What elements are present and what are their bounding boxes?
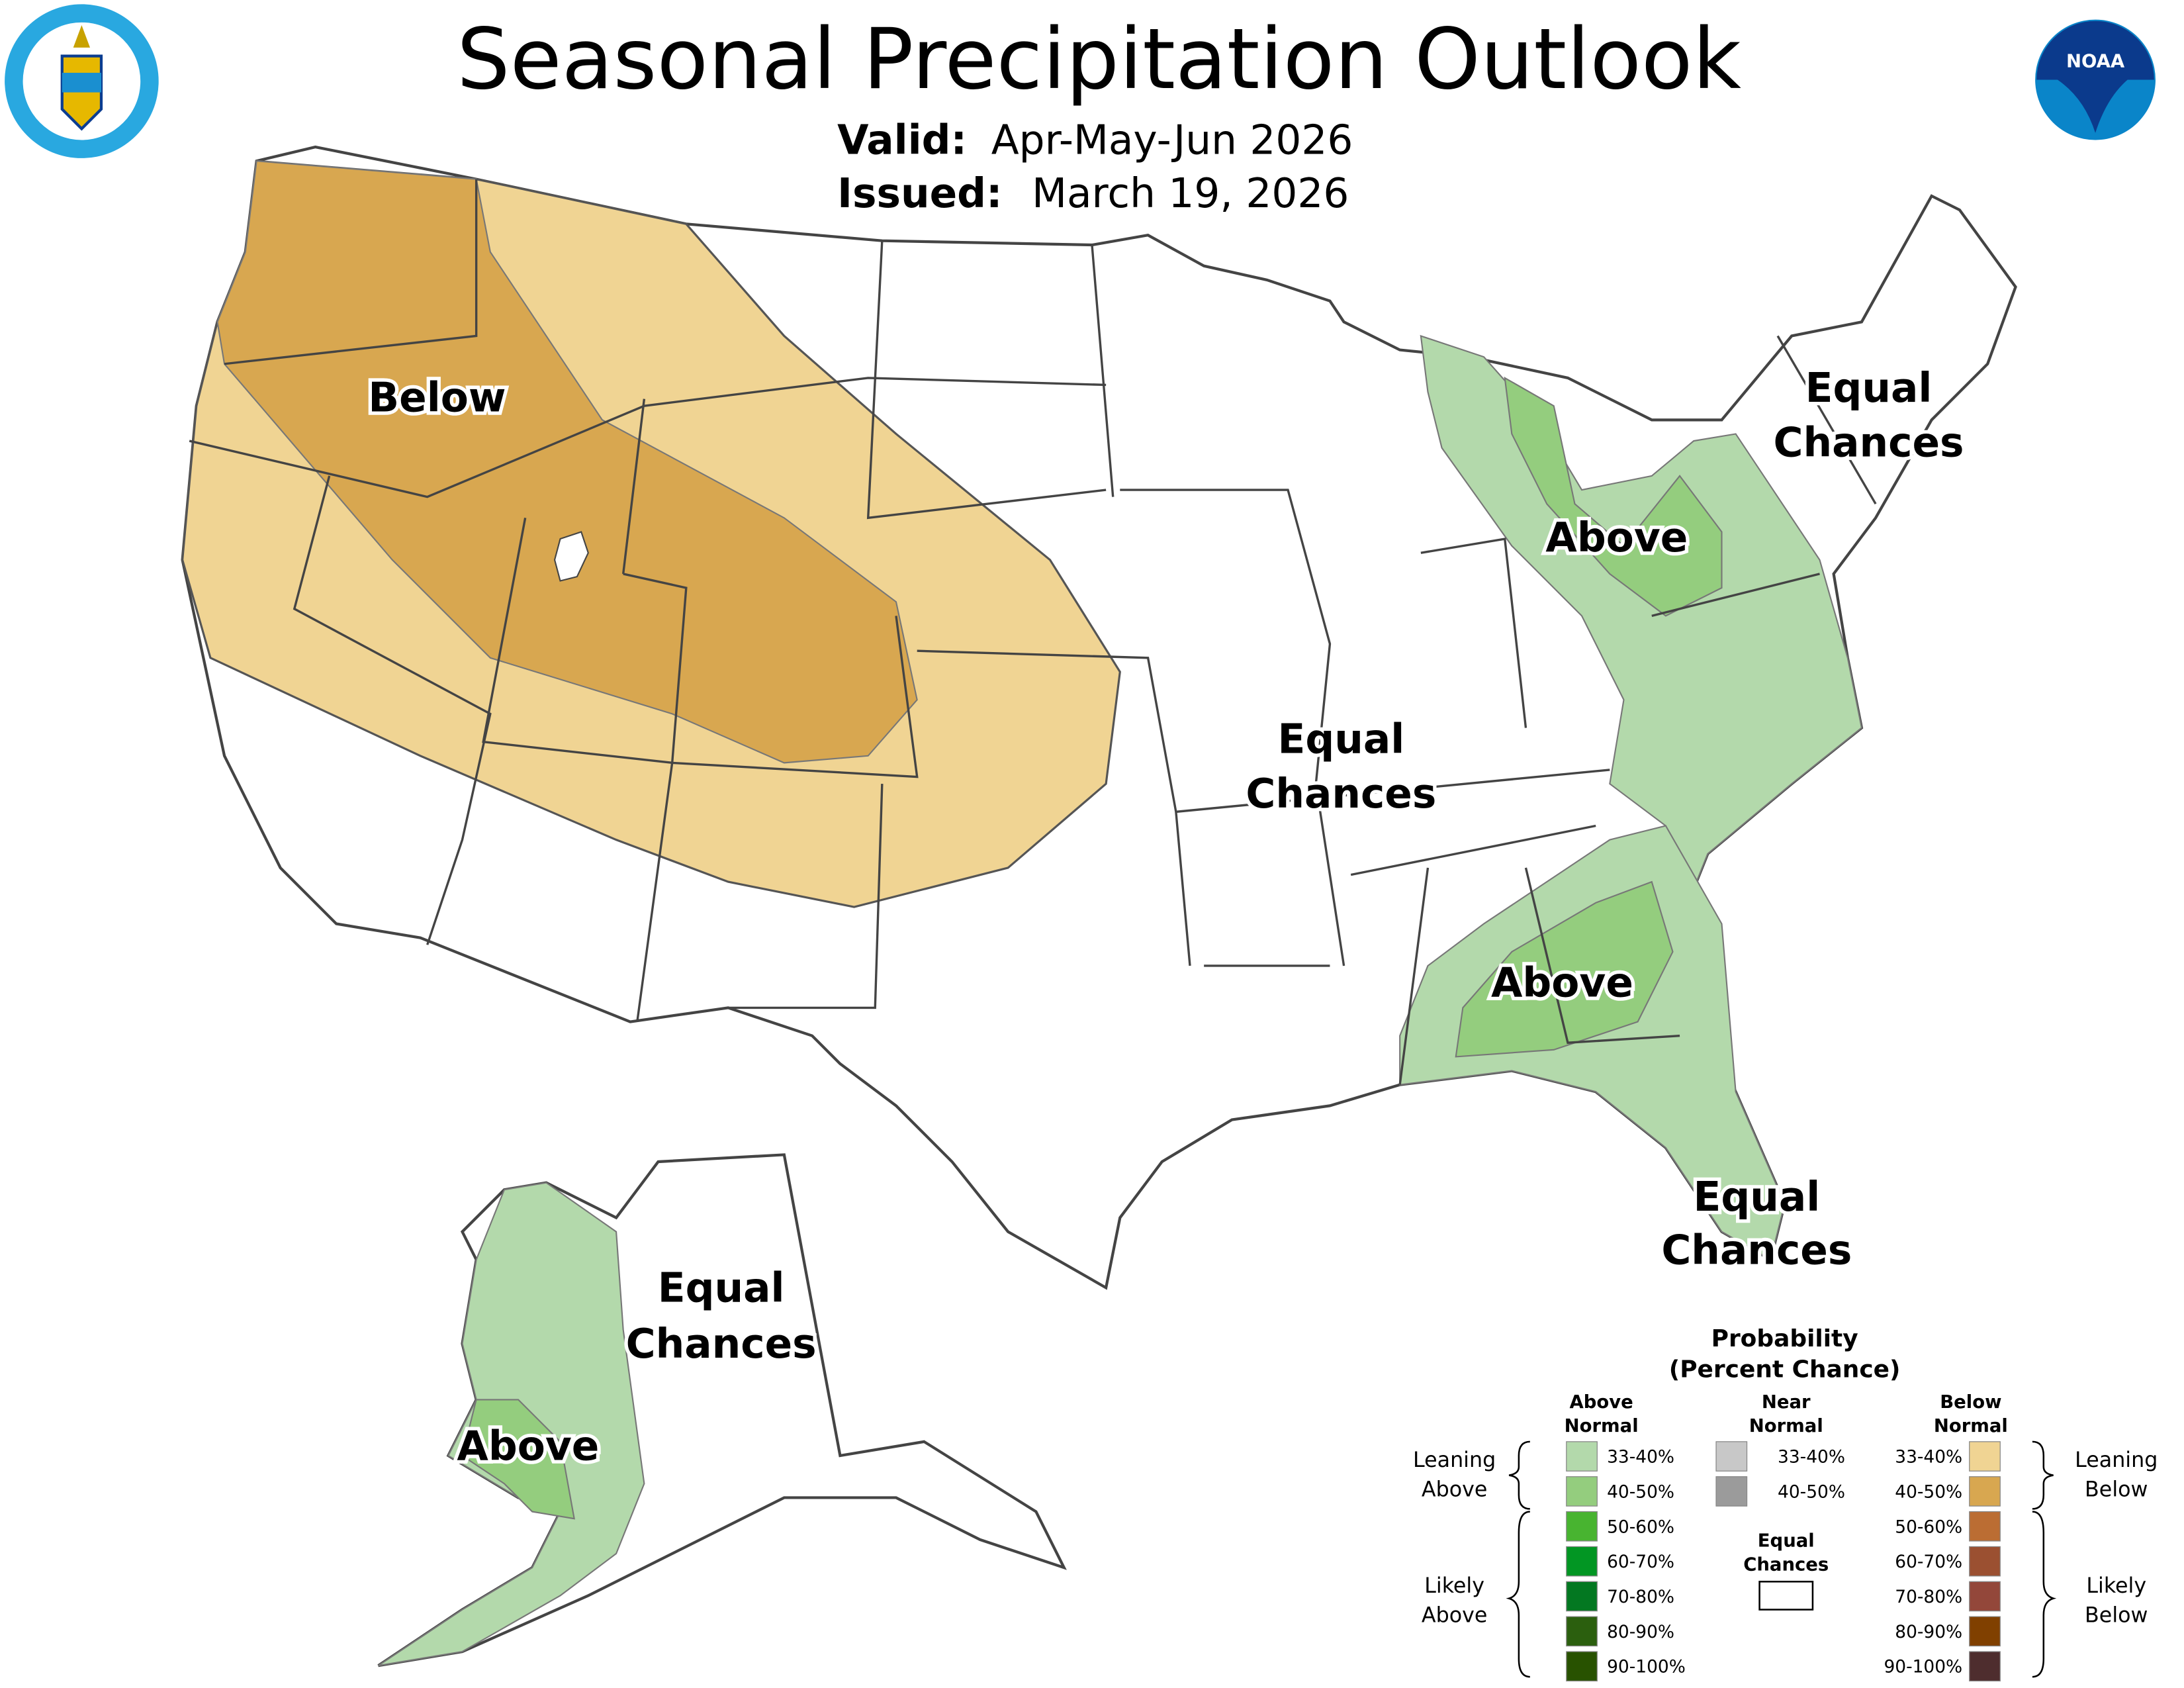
legend-range-below-3: 60-70%: [1895, 1552, 1962, 1572]
label-equal-central-2: Chances: [1246, 771, 1436, 818]
label-equal-alaska-1: Equal: [658, 1264, 785, 1311]
legend-range-below-1: 40-50%: [1895, 1481, 1962, 1502]
legend-range-below-4: 70-80%: [1895, 1587, 1962, 1607]
label-equal-central-1: Equal: [1277, 716, 1404, 763]
legend-swatch-below-5: [1969, 1616, 2001, 1647]
legend-below-header-1: Below: [1940, 1391, 2001, 1413]
legend-above-header-2: Normal: [1565, 1415, 1639, 1436]
legend-equal-2: Chances: [1743, 1554, 1829, 1575]
legend-range-below-0: 33-40%: [1895, 1447, 1962, 1468]
legend-swatch-above-5: [1566, 1616, 1598, 1647]
legend-swatch-near-1: [1715, 1476, 1748, 1507]
label-equal-florida-2: Chances: [1661, 1227, 1852, 1274]
legend-swatch-below-0: [1969, 1441, 2001, 1472]
legend-range-above-6: 90-100%: [1607, 1657, 1686, 1677]
noaa-logo: NOAA: [2035, 19, 2156, 140]
below-40-50-region: [216, 160, 918, 764]
legend-likely-below-2: Below: [2085, 1604, 2148, 1628]
legend-likely-below-1: Likely: [2086, 1574, 2146, 1598]
legend-range-below-6: 90-100%: [1884, 1657, 1962, 1677]
legend-title-1: Probability: [1711, 1325, 1858, 1352]
legend-swatch-near-0: [1715, 1441, 1748, 1472]
legend-range-near-1: 40-50%: [1778, 1481, 1845, 1502]
legend-range-above-5: 80-90%: [1607, 1622, 1674, 1642]
legend-leaning-above-1: Leaning: [1413, 1448, 1496, 1472]
legend-near-header-2: Normal: [1749, 1415, 1823, 1436]
legend-range-above-4: 70-80%: [1607, 1587, 1674, 1607]
valid-label: Valid:: [837, 117, 967, 164]
label-equal-alaska-2: Chances: [626, 1321, 817, 1368]
legend-range-near-0: 33-40%: [1778, 1447, 1845, 1468]
legend-leaning-below-2: Below: [2085, 1477, 2148, 1501]
above-33-40-region-southeast: [1399, 825, 1786, 1261]
legend-equal-1: Equal: [1758, 1530, 1815, 1551]
legend-likely-above-1: Likely: [1424, 1574, 1484, 1598]
above-33-40-region-northeast: [1420, 334, 1863, 925]
legend-range-below-2: 50-60%: [1895, 1517, 1962, 1537]
above-40-50-region-southeast: [1455, 880, 1674, 1058]
commerce-seal-logo: [5, 4, 159, 158]
legend-range-above-1: 40-50%: [1607, 1481, 1674, 1502]
brace-likely-above: [1506, 1511, 1530, 1678]
valid-value: Apr-May-Jun 2026: [991, 117, 1353, 164]
legend-likely-above-2: Above: [1422, 1604, 1487, 1628]
legend-near-header-1: Near: [1762, 1391, 1811, 1413]
legend-title-2: (Percent Chance): [1669, 1356, 1901, 1383]
legend: Probability (Percent Chance) Above Norma…: [1413, 1325, 2158, 1682]
legend-leaning-above-2: Above: [1422, 1477, 1487, 1501]
legend-below-header-2: Normal: [1934, 1415, 2008, 1436]
legend-equal-swatch: [1758, 1581, 1814, 1611]
legend-swatch-above-3: [1566, 1546, 1598, 1577]
issued-value: March 19, 2026: [1032, 170, 1349, 217]
legend-leaning-below-1: Leaning: [2075, 1448, 2158, 1472]
brace-likely-below: [2032, 1511, 2057, 1678]
legend-rows: 33-40% 40-50% 50-60% 60-70% 70-80% 80-90% 90-1…: [1566, 1441, 2001, 1682]
legend-swatch-above-0: [1566, 1441, 1598, 1472]
noaa-logo-text: NOAA: [2066, 50, 2125, 71]
brace-leaning-below: [2032, 1440, 2054, 1510]
legend-range-above-0: 33-40%: [1607, 1447, 1674, 1468]
legend-swatch-below-6: [1969, 1651, 2001, 1682]
alaska-map: [377, 1153, 1067, 1667]
legend-range-above-2: 50-60%: [1607, 1517, 1674, 1537]
legend-swatch-above-4: [1566, 1581, 1598, 1612]
label-above-ohio: Above: [1545, 514, 1688, 561]
legend-swatch-above-6: [1566, 1651, 1598, 1682]
label-above-alaska: Above: [457, 1423, 599, 1470]
page-title: Seasonal Precipitation Outlook: [457, 10, 1741, 108]
alaska-above-40-50-region: [461, 1399, 575, 1520]
legend-swatch-above-2: [1566, 1511, 1598, 1542]
label-above-southeast: Above: [1491, 959, 1633, 1006]
legend-swatch-below-3: [1969, 1546, 2001, 1577]
issued-label: Issued:: [837, 170, 1002, 217]
legend-swatch-below-2: [1969, 1511, 2001, 1542]
legend-swatch-below-4: [1969, 1581, 2001, 1612]
label-equal-northeast-2: Chances: [1773, 419, 1964, 466]
legend-above-header-1: Above: [1569, 1391, 1633, 1413]
label-equal-florida-1: Equal: [1693, 1174, 1820, 1221]
legend-range-above-3: 60-70%: [1607, 1552, 1674, 1572]
label-equal-northeast-1: Equal: [1805, 365, 1933, 412]
legend-range-below-5: 80-90%: [1895, 1622, 1962, 1642]
conus-map: [181, 145, 2017, 1290]
state-borders: [189, 179, 1877, 1085]
legend-swatch-above-1: [1566, 1476, 1598, 1507]
above-40-50-region-northeast: [1504, 376, 1723, 617]
great-salt-lake: [553, 531, 589, 582]
label-below-west: Below: [368, 375, 506, 422]
brace-leaning-above: [1508, 1440, 1530, 1510]
legend-swatch-below-1: [1969, 1476, 2001, 1507]
